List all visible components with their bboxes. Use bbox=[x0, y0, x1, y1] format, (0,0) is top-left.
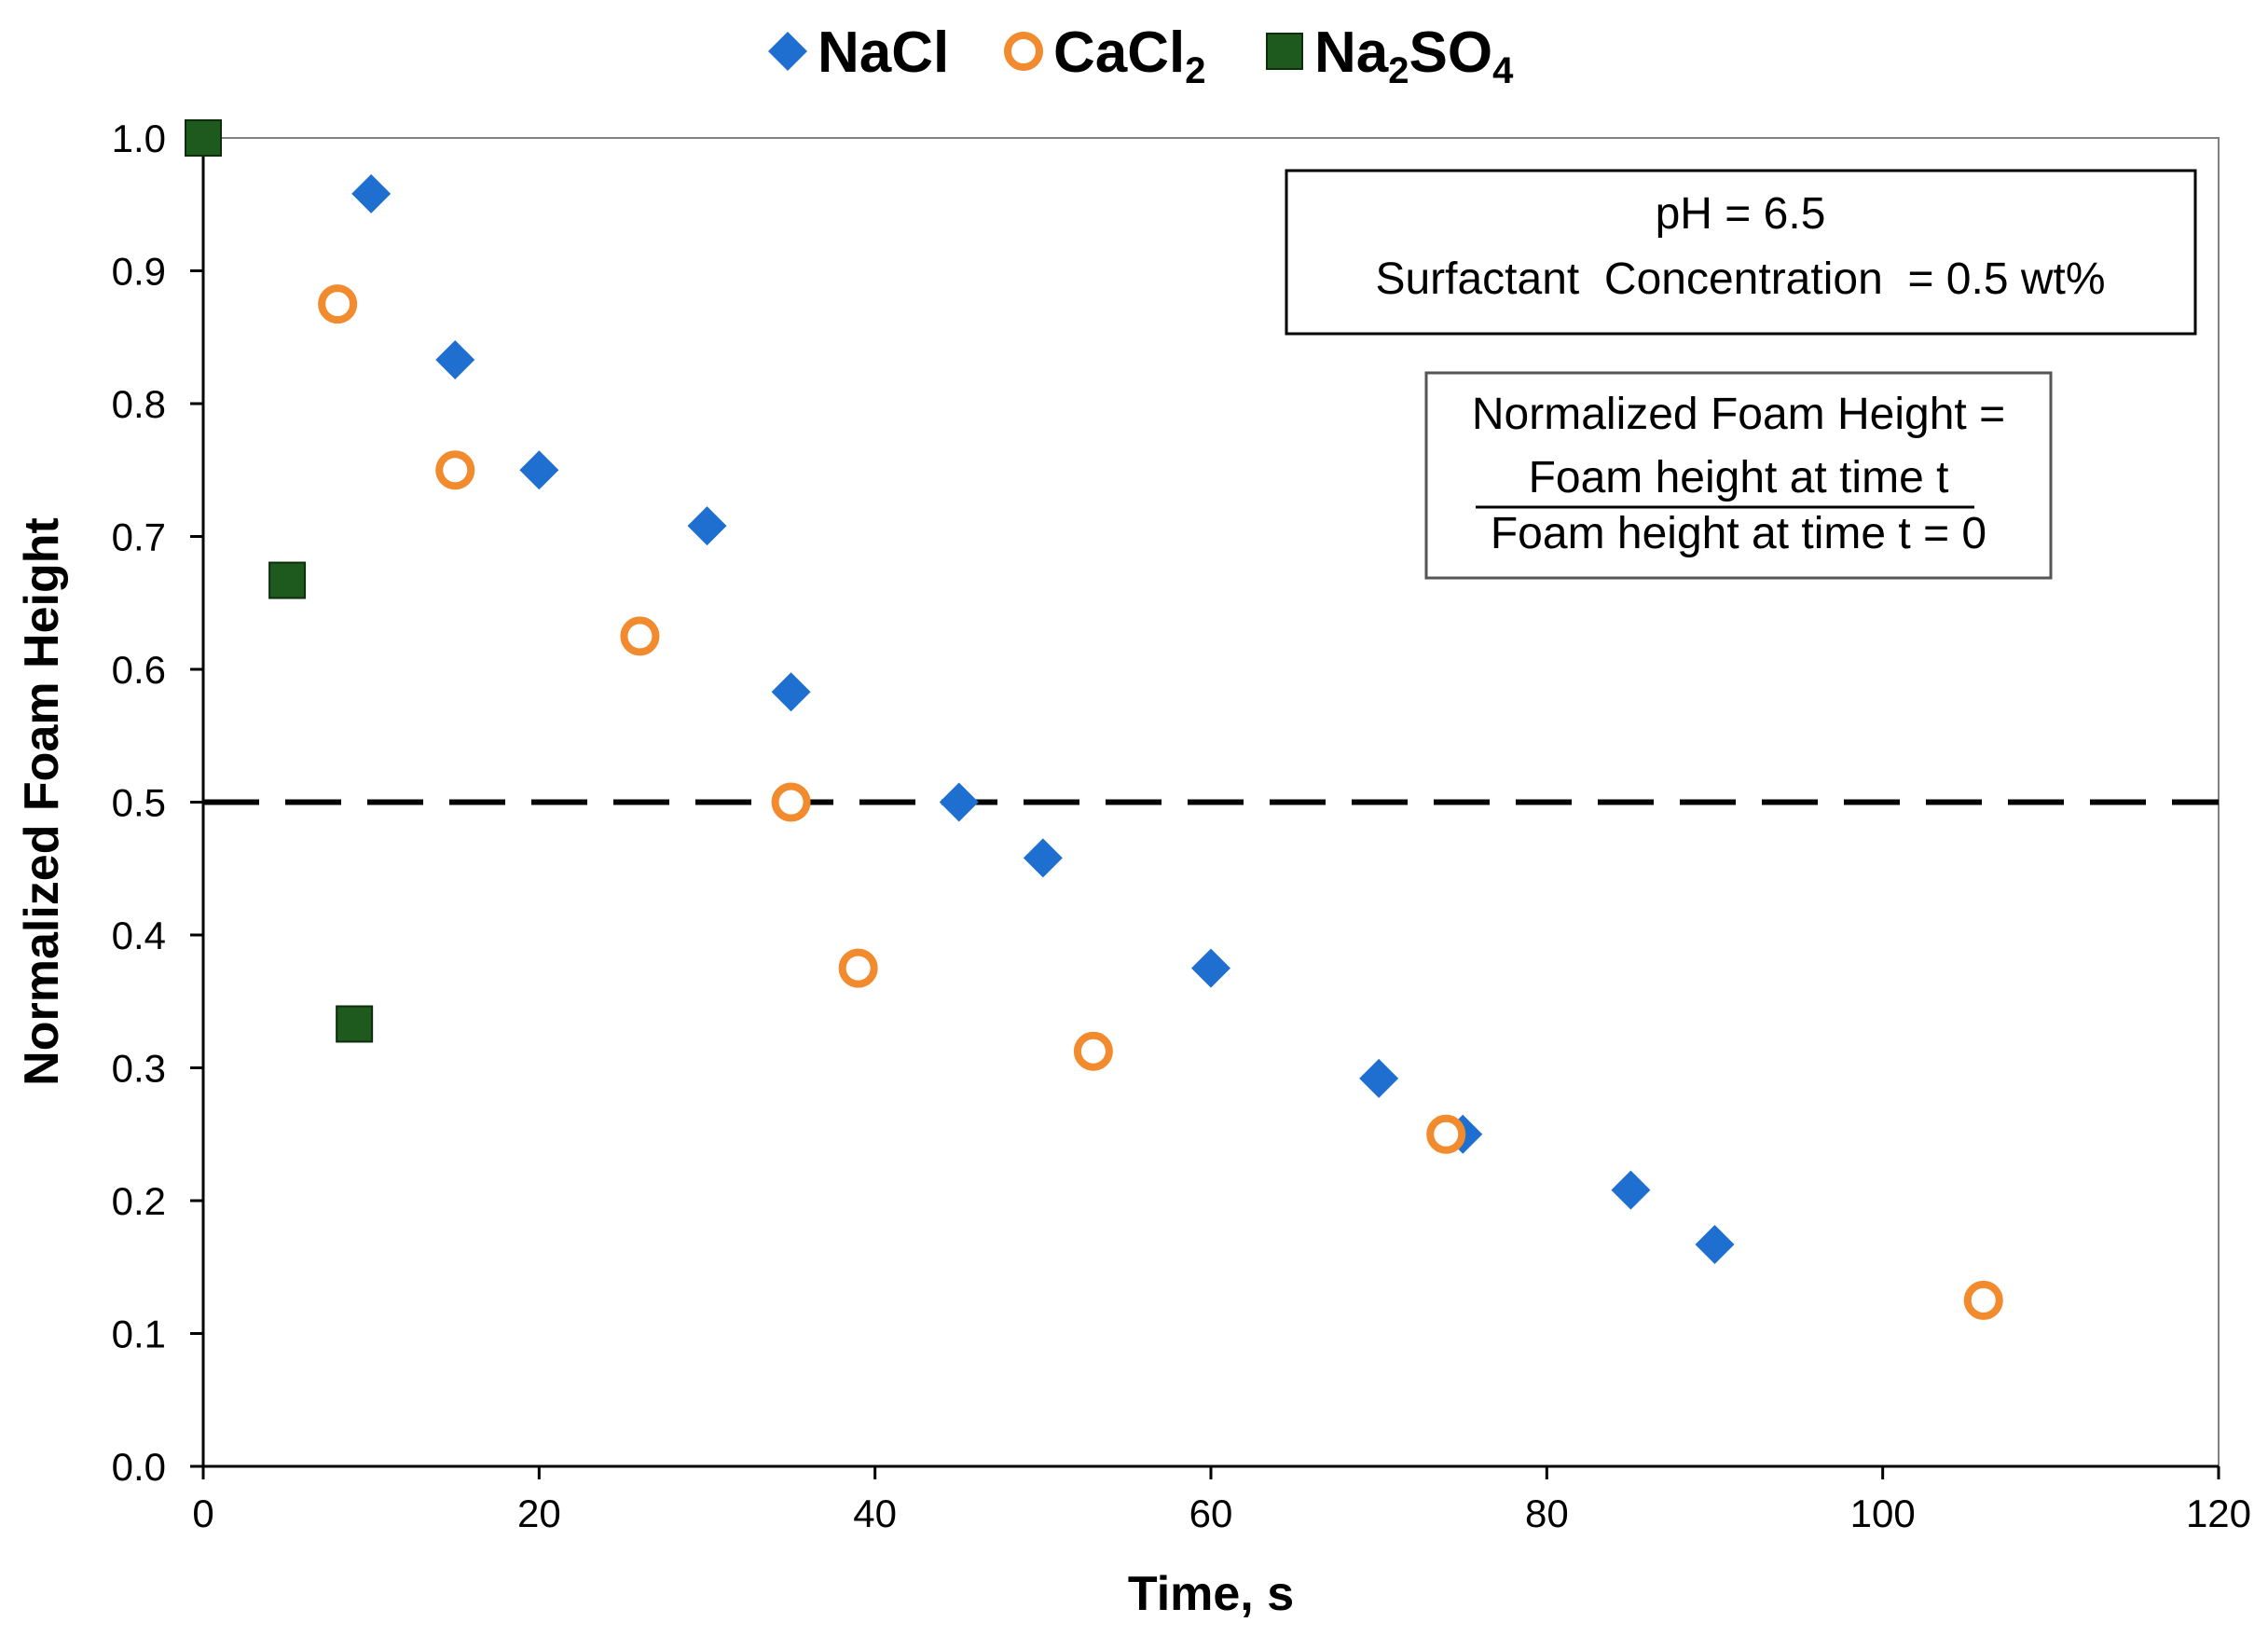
legend-label-CaCl2: CaCl2 bbox=[1053, 21, 1206, 91]
x-tick-label: 20 bbox=[517, 1492, 561, 1535]
y-tick-label: 0.1 bbox=[112, 1313, 166, 1356]
point-CaCl2 bbox=[838, 948, 878, 988]
data-points bbox=[185, 119, 2003, 1320]
legend-label-Na2SO4: Na2SO4 bbox=[1314, 21, 1514, 91]
definition-title: Normalized Foam Height = bbox=[1472, 390, 2005, 439]
series-NaCl bbox=[351, 173, 1735, 1265]
y-tick-label: 0.5 bbox=[112, 781, 166, 825]
y-tick-label: 0.0 bbox=[112, 1445, 166, 1489]
definition-denominator: Foam height at time t = 0 bbox=[1491, 509, 1986, 558]
y-tick-label: 0.8 bbox=[112, 382, 166, 426]
y-tick-label: 0.9 bbox=[112, 250, 166, 294]
x-tick-label: 0 bbox=[192, 1492, 213, 1535]
legend-label-NaCl: NaCl bbox=[818, 21, 949, 85]
y-axis-ticks: 0.0 0.1 0.2 0.3 0.4 0.5 0.6 0.7 0.8 0.9 1.0 bbox=[112, 117, 203, 1489]
legend: NaCl CaCl2 Na2SO4 bbox=[768, 21, 1514, 91]
point-CaCl2 bbox=[1426, 1114, 1466, 1154]
legend-marker-Na2SO4 bbox=[1266, 33, 1303, 70]
point-NaCl bbox=[687, 506, 727, 546]
y-tick-label: 0.3 bbox=[112, 1047, 166, 1091]
point-NaCl bbox=[1191, 948, 1230, 988]
definition-box bbox=[1424, 371, 2053, 580]
x-tick-label: 40 bbox=[853, 1492, 897, 1535]
point-CaCl2 bbox=[620, 616, 660, 656]
x-axis-title: Time, s bbox=[1128, 1567, 1294, 1621]
conditions-ph: pH = 6.5 bbox=[1656, 189, 1826, 239]
x-axis-ticks: 0 20 40 60 80 100 120 bbox=[192, 1466, 2251, 1535]
point-NaCl bbox=[435, 339, 475, 379]
legend-marker-NaCl bbox=[768, 32, 807, 71]
point-NaCl bbox=[939, 782, 979, 822]
point-NaCl bbox=[519, 450, 559, 490]
definition-numerator: Foam height at time t bbox=[1529, 453, 1949, 502]
point-CaCl2 bbox=[1073, 1031, 1113, 1071]
series-Na2SO4 bbox=[185, 119, 374, 1043]
x-tick-label: 60 bbox=[1189, 1492, 1233, 1535]
point-NaCl bbox=[1611, 1170, 1651, 1210]
y-tick-label: 0.6 bbox=[112, 648, 166, 692]
x-tick-label: 80 bbox=[1525, 1492, 1569, 1535]
point-CaCl2 bbox=[771, 782, 811, 822]
point-Na2SO4 bbox=[268, 561, 307, 599]
point-Na2SO4 bbox=[336, 1005, 374, 1043]
x-tick-label: 100 bbox=[1850, 1492, 1916, 1535]
point-CaCl2 bbox=[435, 450, 475, 490]
series-CaCl2 bbox=[318, 284, 2003, 1320]
point-NaCl bbox=[771, 672, 811, 712]
conditions-box bbox=[1285, 169, 2197, 336]
point-NaCl bbox=[1695, 1225, 1735, 1265]
conditions-surfactant: Surfactant Concentration = 0.5 wt% bbox=[1375, 254, 2105, 304]
y-tick-label: 0.4 bbox=[112, 914, 166, 957]
point-CaCl2 bbox=[1963, 1280, 2003, 1320]
x-tick-label: 120 bbox=[2186, 1492, 2251, 1535]
point-Na2SO4 bbox=[185, 119, 222, 157]
y-tick-label: 0.7 bbox=[112, 516, 166, 559]
point-NaCl bbox=[1023, 838, 1063, 878]
point-CaCl2 bbox=[318, 284, 358, 324]
y-axis-title: Normalized Foam Height bbox=[15, 517, 69, 1086]
point-NaCl bbox=[351, 173, 392, 213]
y-tick-label: 1.0 bbox=[112, 117, 166, 160]
y-tick-label: 0.2 bbox=[112, 1179, 166, 1223]
legend-marker-CaCl2 bbox=[1004, 32, 1043, 71]
point-NaCl bbox=[1359, 1058, 1399, 1098]
